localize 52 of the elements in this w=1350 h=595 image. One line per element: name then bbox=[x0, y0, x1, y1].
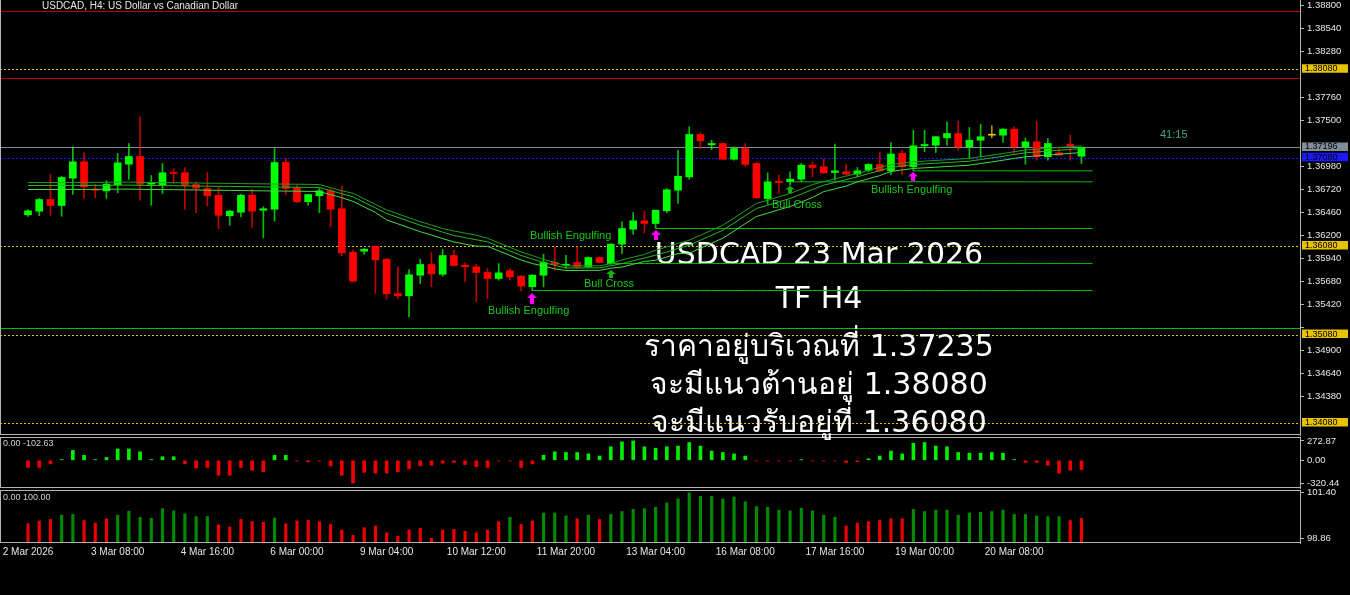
annotation: จะมีแนวต้านอยู่ 1.38080 bbox=[650, 365, 988, 402]
ref-line-label: 1.37196 bbox=[1305, 141, 1338, 152]
annotation: ราคาอยู่บริเวณที่ 1.37235 bbox=[644, 327, 994, 364]
ref-line-label: 1.37080 bbox=[1305, 151, 1338, 162]
x-tick-label: 16 Mar 08:00 bbox=[715, 545, 776, 557]
y-tick-label: 101.40 bbox=[1307, 486, 1337, 498]
y-tick-label: 1.36980 bbox=[1307, 160, 1342, 172]
y-tick-label: 1.38540 bbox=[1307, 22, 1342, 34]
x-tick-label: 17 Mar 16:00 bbox=[805, 545, 865, 557]
text: TF H4 bbox=[774, 279, 863, 315]
x-tick-label: 9 Mar 04:00 bbox=[359, 545, 414, 557]
ref-line-label: 1.34080 bbox=[1305, 417, 1338, 428]
y-tick-label: 1.38280 bbox=[1307, 45, 1342, 57]
text: USDCAD 23 Mar 2026 bbox=[654, 235, 984, 271]
x-tick-label: 13 Mar 04:00 bbox=[626, 545, 686, 557]
annotation: 41:15 bbox=[1160, 128, 1188, 140]
y-tick-label: 1.35420 bbox=[1307, 298, 1342, 310]
y-tick-label: 1.38800 bbox=[1307, 0, 1342, 11]
y-tick-label: 1.35680 bbox=[1307, 275, 1342, 287]
x-tick-label: 20 Mar 08:00 bbox=[984, 545, 1045, 557]
ref-line-label: 1.35080 bbox=[1305, 328, 1338, 339]
y-tick-label: 1.36720 bbox=[1307, 183, 1342, 195]
ref-line-label: 1.38080 bbox=[1305, 63, 1338, 74]
y-tick-label: 98.86 bbox=[1307, 531, 1331, 543]
annotation: Bull Cross bbox=[584, 277, 635, 289]
annotation: จะมีแนวรับอยู่ที่ 1.36080 bbox=[651, 403, 987, 440]
y-tick-label: 1.37760 bbox=[1307, 91, 1342, 103]
ref-line-label: 1.36080 bbox=[1305, 240, 1338, 251]
annotation: Bull Cross bbox=[772, 198, 823, 210]
x-tick-label: 19 Mar 00:00 bbox=[895, 545, 955, 557]
annotation: Bullish Engulfing bbox=[488, 304, 570, 316]
y-tick-label: 1.34900 bbox=[1307, 344, 1342, 356]
annotation: 0.00 -102.63 bbox=[3, 438, 54, 448]
x-tick-label: 6 Mar 00:00 bbox=[270, 545, 325, 557]
y-tick-label: 1.37500 bbox=[1307, 114, 1342, 126]
y-tick-label: 1.36200 bbox=[1307, 229, 1342, 241]
y-tick-label: 272.87 bbox=[1307, 434, 1337, 446]
x-tick-label: 10 Mar 12:00 bbox=[446, 545, 507, 557]
x-tick-label: 4 Mar 16:00 bbox=[180, 545, 235, 557]
y-tick-label: 1.35940 bbox=[1307, 252, 1342, 264]
annotation: Bullish Engulfing bbox=[530, 229, 612, 241]
annotation: Bullish Engulfing bbox=[871, 183, 953, 195]
y-tick-label: 1.36460 bbox=[1307, 206, 1342, 218]
x-tick-label: 3 Mar 08:00 bbox=[90, 545, 145, 557]
y-tick-label: -320.44 bbox=[1307, 476, 1340, 488]
x-tick-label: 2 Mar 2026 bbox=[2, 545, 54, 557]
y-tick-label: 0.00 bbox=[1307, 453, 1326, 465]
annotation: 0.00 100.00 bbox=[3, 492, 51, 502]
y-tick-label: 1.34380 bbox=[1307, 390, 1342, 402]
x-tick-label: 11 Mar 20:00 bbox=[536, 545, 596, 557]
annotation: USDCAD, H4: US Dollar vs Canadian Dollar bbox=[42, 0, 239, 11]
y-tick-label: 1.34640 bbox=[1307, 367, 1342, 379]
